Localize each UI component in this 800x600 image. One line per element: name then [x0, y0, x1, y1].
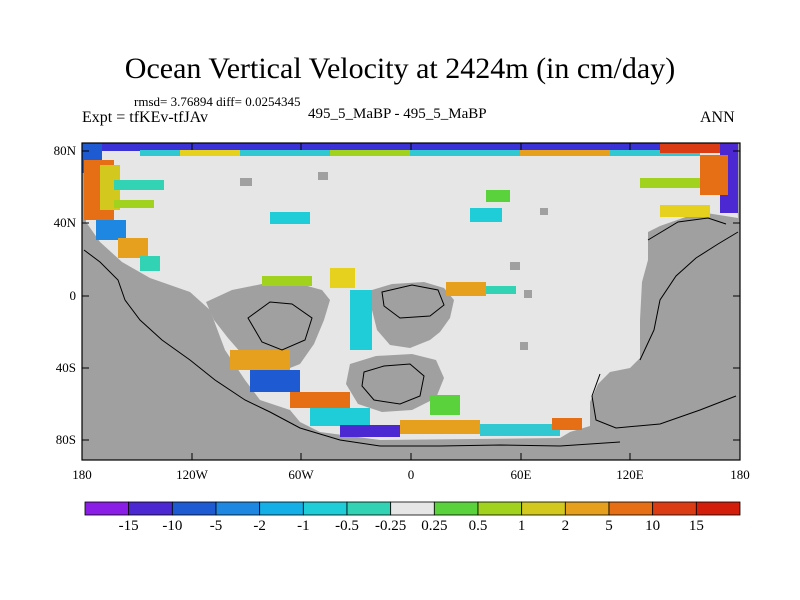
colorbar-label: 15	[688, 518, 704, 534]
colorbar-label: -10	[162, 518, 183, 534]
colorbar-swatch	[477, 501, 523, 516]
colorbar-swatch	[346, 501, 392, 516]
colorbar-label: -2	[253, 518, 266, 534]
southern-ocean-band	[230, 350, 582, 437]
lat-label-80s: 80S	[55, 432, 76, 447]
colorbar-swatch	[564, 501, 610, 516]
west-boundary-band	[84, 160, 164, 271]
case-label: 495_5_MaBP - 495_5_MaBP	[308, 106, 487, 122]
colorbar-swatch	[695, 501, 741, 516]
island	[318, 172, 328, 180]
island	[240, 178, 252, 186]
lat-ticks	[82, 150, 740, 441]
stats-text: rmsd= 3.76894 diff= 0.0254345	[134, 94, 301, 109]
landmass-africa	[372, 282, 454, 348]
lat-label-80n: 80N	[53, 143, 76, 158]
colorbar-swatch	[652, 501, 697, 516]
season-label: ANN	[700, 109, 735, 126]
experiment-label: Expt = tfKEv-tfJAv	[82, 109, 209, 126]
colorbar-label: -5	[209, 518, 223, 534]
colorbar-label: 0.5	[468, 518, 488, 534]
colorbar-label: 5	[605, 518, 613, 534]
lon-label-0: 0	[407, 467, 415, 482]
colorbar-label: -15	[118, 518, 139, 534]
lat-label-0: 0	[69, 288, 77, 303]
colorbar-swatch	[171, 501, 217, 516]
colorbar-swatch	[84, 501, 130, 516]
lon-label-120e: 120E	[616, 467, 644, 482]
island	[540, 208, 548, 215]
colorbar-label: -1	[297, 518, 310, 534]
plot-title: Ocean Vertical Velocity at 2424m (in cm/…	[124, 52, 676, 85]
lon-label-120w: 120W	[176, 467, 208, 482]
lon-ticks	[191, 143, 631, 460]
lon-label-60e: 60E	[510, 467, 532, 482]
colorbar-swatch	[302, 501, 348, 516]
colorbar-swatch	[433, 501, 479, 516]
colorbar-label: 0.25	[421, 518, 448, 534]
island	[510, 262, 520, 270]
lon-label-60w: 60W	[288, 467, 314, 482]
landmass-australia	[346, 354, 444, 412]
lat-label-40n: 40N	[53, 215, 76, 230]
colorbar-label: 1	[517, 518, 526, 534]
island	[524, 290, 532, 298]
colorbar-swatch	[608, 501, 654, 516]
colorbar-label: 2	[561, 518, 570, 534]
colorbar-swatch	[128, 501, 173, 516]
colorbar-swatch	[215, 501, 261, 516]
colorbar-label: 10	[645, 518, 661, 534]
colorbar-swatch	[259, 501, 304, 516]
equatorial-features	[262, 178, 710, 350]
colorbar	[84, 501, 741, 516]
colorbar-swatch	[521, 501, 566, 516]
colorbar-swatch	[390, 501, 435, 516]
island	[520, 342, 528, 350]
lon-label-180w: 180	[72, 467, 92, 482]
lon-label-180e: 180	[730, 467, 750, 482]
coastlines	[83, 217, 739, 447]
landmass-south-america	[206, 284, 330, 372]
colorbar-label: -0.5	[335, 518, 359, 534]
colorbar-label: -0.25	[375, 518, 407, 534]
lat-label-40s: 40S	[55, 360, 76, 375]
